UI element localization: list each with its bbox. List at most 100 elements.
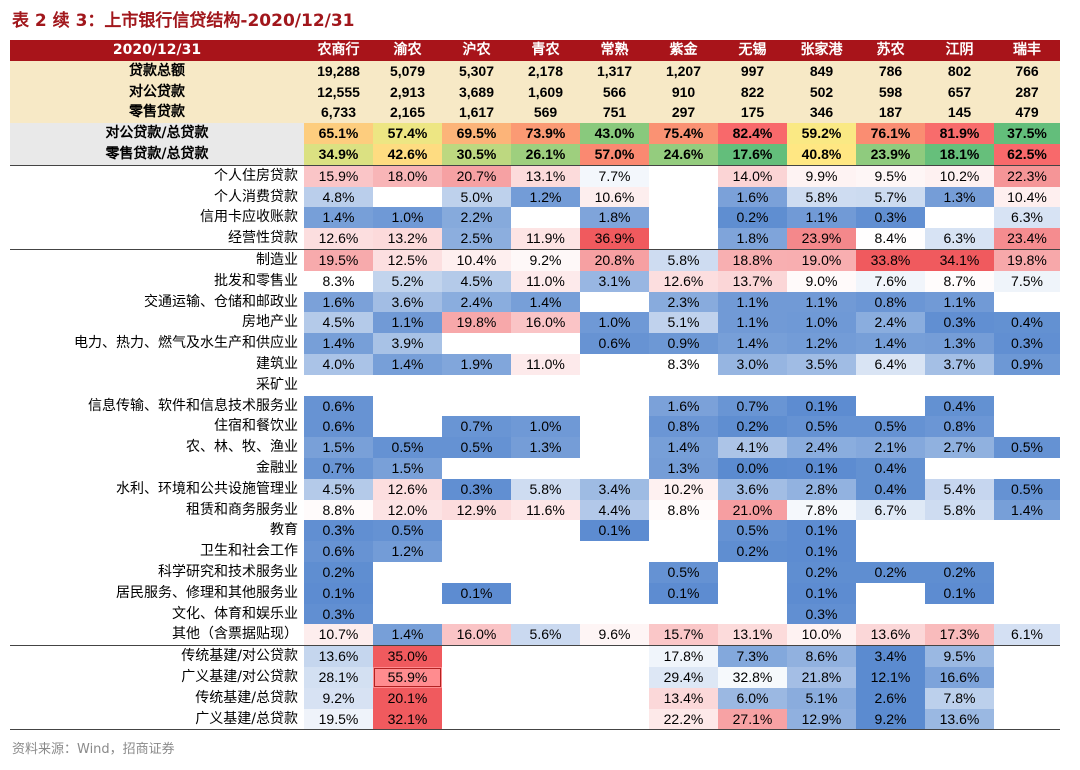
table-cell: 9.6% [580, 624, 649, 646]
row-label: 房地产业 [242, 314, 298, 331]
table-cell: 23.9% [856, 143, 925, 166]
table-row: 租赁和商务服务业 8.8% 12.0% 12.9% 11.6% 4.4% 8.8% 21.0%… [10, 499, 1060, 521]
credit-structure-table: 2020/12/31 农商行 渝农 沪农 青农 常熟 紫金 无锡 张家港 苏农 江阴 瑞丰 贷款总额 19… [10, 40, 1060, 731]
table-cell: 0.2% [925, 561, 994, 583]
header-bank: 常熟 [580, 40, 649, 61]
table-cell: 569 [511, 102, 580, 124]
header-bank: 瑞丰 [994, 40, 1060, 61]
table-row: 其他（含票据贴现） 10.7% 1.4% 16.0% 5.6% 9.6% 15.7% 13.1… [10, 624, 1060, 646]
table-cell: 5.1% [649, 312, 718, 334]
table-cell: 10.2% [925, 164, 994, 187]
table-cell: 997 [718, 60, 787, 82]
table-cell: 6,733 [304, 102, 373, 124]
table-cell: 35.0% [373, 645, 442, 667]
table-row: 科学研究和技术服务业 0.2% 0.5% 0.2% 0.2% 0.2% [10, 561, 1060, 583]
table-cell: 23.4% [994, 228, 1060, 250]
table-cell [994, 583, 1060, 604]
table-cell: 598 [856, 81, 925, 103]
table-row: 居民服务、修理和其他服务业 0.1% 0.1% 0.1% 0.1% 0.1% [10, 582, 1060, 604]
table-cell [649, 375, 718, 396]
row-label: 传统基建/对公贷款 [10, 645, 304, 667]
table-cell: 0.5% [994, 437, 1060, 458]
table-cell: 2.3% [649, 291, 718, 313]
row-label: 农、林、牧、渔业 [186, 439, 298, 456]
table-cell: 0.1% [649, 582, 718, 604]
table-cell [580, 604, 649, 625]
table-row: 传统基建/总贷款 9.2% 20.1% 13.4% 6.0% 5.1% 2.6% 7.8% [10, 687, 1060, 709]
table-row: 传统基建/对公贷款 13.6% 35.0% 17.8% 7.3% 8.6% 3.4% 9.5% [10, 645, 1060, 667]
table-cell: 0.8% [649, 416, 718, 438]
table-cell: 5.8% [649, 248, 718, 271]
table-row: 对公贷款 12,555 2,913 3,689 1,609 566 910 822 502 598… [10, 81, 1060, 103]
table-cell: 12.9% [787, 708, 856, 731]
table-cell: 19.8% [994, 248, 1060, 271]
table-cell [718, 583, 787, 604]
table-cell: 0.3% [925, 312, 994, 334]
table-cell: 37.5% [994, 123, 1060, 144]
table-cell [787, 375, 856, 396]
table-cell: 76.1% [856, 123, 925, 144]
table-cell: 0.1% [304, 582, 373, 604]
table-row: 信息传输、软件和信息技术服务业 0.6% 1.6% 0.7% 0.1% 0.4% [10, 395, 1060, 417]
row-label: 零售贷款 [10, 102, 304, 124]
table-cell [580, 437, 649, 458]
table-cell: 4.5% [304, 478, 373, 500]
table-cell: 1.4% [856, 333, 925, 354]
table-cell: 6.1% [994, 624, 1060, 646]
table-cell: 1.1% [787, 291, 856, 313]
table-cell: 1.3% [649, 457, 718, 479]
table-cell: 9.2% [304, 687, 373, 709]
table-cell: 0.6% [304, 395, 373, 417]
table-cell: 1.1% [787, 207, 856, 229]
table-cell [580, 645, 649, 667]
table-cell: 11.0% [511, 270, 580, 292]
table-cell [994, 708, 1060, 731]
table-cell: 0.2% [304, 561, 373, 583]
table-cell: 73.9% [511, 123, 580, 144]
table-cell: 15.9% [304, 164, 373, 187]
table-cell: 8.3% [649, 353, 718, 375]
table-cell: 9.9% [787, 164, 856, 187]
table-cell: 0.5% [373, 437, 442, 458]
table-title: 表 2 续 3：上市银行信贷结构-2020/12/31 [12, 11, 355, 31]
table-cell: 62.5% [994, 143, 1060, 166]
table-cell [511, 604, 580, 625]
table-cell: 19.8% [442, 312, 511, 334]
table-cell: 0.1% [580, 520, 649, 542]
table-cell: 1.9% [442, 353, 511, 375]
table-cell: 1.0% [373, 207, 442, 229]
table-cell: 9.2% [511, 248, 580, 271]
table-row: 房地产业 4.5% 1.1% 19.8% 16.0% 1.0% 5.1% 1.1% 1.0% 2.… [10, 312, 1060, 334]
header-row: 2020/12/31 农商行 渝农 沪农 青农 常熟 紫金 无锡 张家港 苏农 江阴 瑞丰 [10, 40, 1060, 61]
table-cell: 0.6% [304, 541, 373, 562]
header-bank: 紫金 [649, 40, 718, 61]
header-bank: 青农 [511, 40, 580, 61]
table-cell [373, 396, 442, 417]
table-row: 零售贷款/总贷款 34.9% 42.6% 30.5% 26.1% 57.0% 24.6% 17… [10, 143, 1060, 166]
table-cell [373, 416, 442, 437]
table-cell: 21.8% [787, 666, 856, 688]
table-cell [925, 207, 994, 228]
table-cell: 32.1% [373, 708, 442, 731]
table-cell: 0.1% [787, 520, 856, 542]
table-cell: 0.4% [856, 478, 925, 500]
table-cell: 16.0% [511, 312, 580, 334]
table-row: 住宿和餐饮业 0.6% 0.7% 1.0% 0.8% 0.2% 0.5% 0.5% 0.8% [10, 416, 1060, 438]
table-row: 个人住房贷款 15.9% 18.0% 20.7% 13.1% 7.7% 14.0% 9.9% 9… [10, 164, 1060, 187]
table-cell [373, 562, 442, 583]
table-cell [442, 688, 511, 709]
table-row: 批发和零售业 8.3% 5.2% 4.5% 11.0% 3.1% 12.6% 13.7% 9.0… [10, 270, 1060, 292]
table-cell [442, 708, 511, 731]
table-cell: 36.9% [580, 228, 649, 250]
table-cell: 0.7% [718, 395, 787, 417]
table-cell [649, 164, 718, 187]
table-row: 交通运输、仓储和邮政业 1.6% 3.6% 2.4% 1.4% 2.3% 1.1% 1.1% 0… [10, 291, 1060, 313]
table-cell: 2.1% [856, 437, 925, 458]
table-cell: 1.4% [994, 499, 1060, 521]
table-cell: 1.5% [373, 457, 442, 479]
table-cell: 802 [925, 60, 994, 82]
table-cell: 14.0% [718, 164, 787, 187]
table-cell: 297 [649, 102, 718, 124]
table-cell: 910 [649, 81, 718, 103]
header-bank: 渝农 [373, 40, 442, 61]
